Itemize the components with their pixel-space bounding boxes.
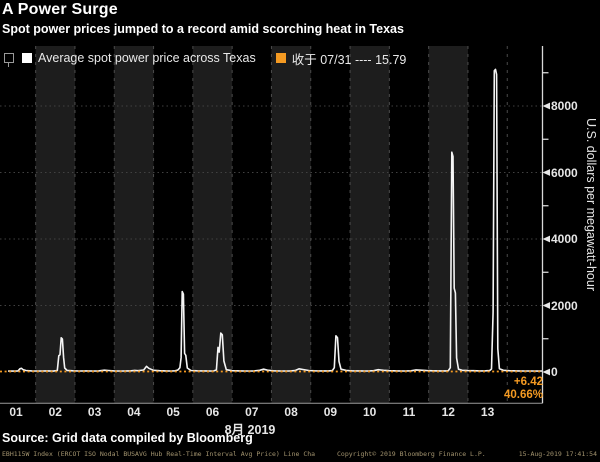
x-tick-label: 07 — [245, 405, 259, 419]
terminal-timestamp: 15-Aug-2019 17:41:54 — [518, 450, 597, 458]
day-band — [271, 46, 311, 404]
x-axis-month-label: 8月 2019 — [224, 423, 276, 437]
x-tick-label: 12 — [441, 405, 455, 419]
day-band — [428, 46, 468, 404]
y-tick-label: 8000 — [551, 99, 578, 113]
chart-subtitle: Spot power prices jumped to a record ami… — [2, 22, 404, 36]
close-change-percent: 40.66% — [503, 388, 543, 401]
y-major-tick — [542, 235, 550, 243]
y-major-tick — [542, 302, 550, 309]
y-major-tick — [542, 368, 550, 376]
y-major-tick — [542, 102, 550, 110]
series-swatch-icon[interactable] — [22, 53, 32, 63]
legend-series-label[interactable]: Average spot power price across Texas — [38, 51, 256, 65]
y-tick-label: 0 — [551, 365, 558, 379]
legend-pin-icon[interactable] — [4, 53, 14, 67]
x-tick-label: 08 — [284, 405, 298, 419]
x-tick-label: 09 — [323, 405, 338, 419]
x-tick-label: 02 — [48, 405, 62, 419]
x-tick-label: 05 — [166, 405, 180, 419]
y-tick-label: 4000 — [551, 232, 578, 246]
close-change-annotation: +6.42 40.66% — [504, 376, 543, 401]
x-tick-label: 11 — [402, 405, 416, 419]
y-axis-title: U.S. dollars per megawatt-hour — [584, 118, 598, 291]
x-tick-label: 04 — [127, 405, 141, 419]
x-tick-label: 01 — [9, 405, 23, 419]
x-tick-label: 06 — [205, 405, 220, 419]
close-line-swatch-icon[interactable] — [275, 53, 286, 63]
legend-close-label[interactable]: 收于 07/31 ---- 15.79 — [291, 52, 407, 67]
x-tick-label: 03 — [87, 405, 102, 419]
day-band — [114, 46, 154, 404]
price-line-series[interactable] — [8, 68, 543, 372]
chart-legend: Average spot power price across Texas 收于… — [4, 50, 407, 67]
close-change-value: +6.42 — [513, 376, 543, 388]
day-band — [192, 46, 233, 404]
page-title: A Power Surge — [2, 1, 118, 18]
x-tick-label: 13 — [480, 405, 495, 419]
y-tick-label: 2000 — [551, 298, 578, 313]
source-attribution: Source: Grid data compiled by Bloomberg — [2, 431, 253, 445]
x-tick-label: 10 — [363, 405, 377, 419]
y-major-tick — [542, 169, 550, 176]
day-band — [35, 46, 75, 404]
terminal-ticker-info: EBH115W Index (ERCOT ISO Nodal BUSAVG Hu… — [2, 450, 316, 458]
copyright-notice: Copyright© 2019 Bloomberg Finance L.P. — [337, 450, 486, 458]
y-tick-label: 6000 — [551, 165, 578, 180]
day-band — [350, 46, 390, 404]
